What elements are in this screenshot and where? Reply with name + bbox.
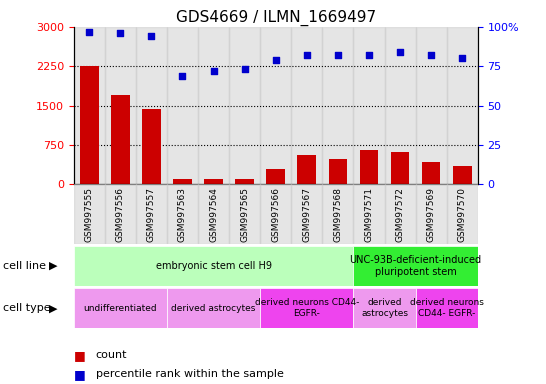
Bar (266, 169, 285, 184)
Point (334, 52, 342, 58)
Text: derived neurons
CD44- EGFR-: derived neurons CD44- EGFR- (410, 298, 484, 318)
Bar (204, 179, 223, 184)
Point (240, 66, 249, 73)
Bar (353, 184, 384, 244)
Point (147, 33, 156, 40)
Bar (416, 27, 447, 184)
Bar (111, 95, 129, 184)
Bar (447, 27, 478, 184)
Bar (80, 66, 99, 184)
Bar (329, 159, 347, 184)
Point (209, 68, 218, 74)
Text: GSM997564: GSM997564 (209, 187, 218, 242)
Text: GSM997570: GSM997570 (458, 187, 467, 242)
Text: embryonic stem cell H9: embryonic stem cell H9 (156, 261, 271, 271)
Bar (74, 288, 167, 328)
Text: GSM997567: GSM997567 (302, 187, 311, 242)
Text: ▶: ▶ (49, 261, 58, 271)
Bar (291, 27, 322, 184)
Text: derived
astrocytes: derived astrocytes (361, 298, 408, 318)
Bar (353, 288, 416, 328)
Bar (74, 184, 105, 244)
Point (85, 28, 93, 35)
Text: derived neurons CD44-
EGFR-: derived neurons CD44- EGFR- (254, 298, 359, 318)
Text: GSM997556: GSM997556 (116, 187, 125, 242)
Bar (260, 184, 291, 244)
Bar (353, 27, 384, 184)
Text: GSM997555: GSM997555 (85, 187, 94, 242)
Bar (105, 184, 136, 244)
Bar (198, 184, 229, 244)
Bar (298, 155, 316, 184)
Text: count: count (96, 350, 127, 360)
Bar (198, 27, 229, 184)
Text: GSM997557: GSM997557 (147, 187, 156, 242)
Text: GSM997571: GSM997571 (365, 187, 373, 242)
Point (116, 30, 124, 36)
Bar (291, 184, 322, 244)
Text: GSM997563: GSM997563 (178, 187, 187, 242)
Text: cell line: cell line (3, 261, 46, 271)
Text: percentile rank within the sample: percentile rank within the sample (96, 369, 283, 379)
Text: ■: ■ (74, 349, 86, 362)
Bar (322, 27, 353, 184)
Bar (167, 27, 198, 184)
Bar (229, 27, 260, 184)
Point (396, 49, 405, 55)
Bar (142, 109, 161, 184)
Bar (136, 27, 167, 184)
Point (302, 52, 311, 58)
Point (458, 55, 467, 61)
Bar (74, 27, 105, 184)
Bar (74, 246, 353, 286)
Point (178, 73, 187, 79)
Bar (453, 166, 472, 184)
Text: GSM997569: GSM997569 (426, 187, 436, 242)
Point (427, 52, 436, 58)
Text: cell type: cell type (3, 303, 50, 313)
Bar (167, 184, 198, 244)
Bar (322, 184, 353, 244)
Text: ■: ■ (74, 368, 86, 381)
Bar (353, 246, 478, 286)
Text: GSM997566: GSM997566 (271, 187, 280, 242)
Bar (416, 288, 478, 328)
Point (365, 52, 373, 58)
Bar (173, 179, 192, 184)
Bar (422, 162, 441, 184)
Text: derived astrocytes: derived astrocytes (171, 304, 256, 313)
Bar (136, 184, 167, 244)
Bar (260, 27, 291, 184)
Point (271, 57, 280, 63)
Text: GSM997572: GSM997572 (395, 187, 405, 242)
Bar (167, 288, 260, 328)
Bar (235, 179, 254, 184)
Bar (384, 27, 416, 184)
Bar (105, 27, 136, 184)
Text: undifferentiated: undifferentiated (84, 304, 157, 313)
Bar (360, 150, 378, 184)
Bar (260, 288, 353, 328)
Text: GSM997568: GSM997568 (334, 187, 342, 242)
Text: UNC-93B-deficient-induced
pluripotent stem: UNC-93B-deficient-induced pluripotent st… (349, 255, 482, 277)
Bar (391, 152, 410, 184)
Bar (229, 184, 260, 244)
Bar (384, 184, 416, 244)
Bar (416, 184, 447, 244)
Title: GDS4669 / ILMN_1669497: GDS4669 / ILMN_1669497 (176, 9, 376, 25)
Bar (447, 184, 478, 244)
Text: GSM997565: GSM997565 (240, 187, 249, 242)
Text: ▶: ▶ (49, 303, 58, 313)
